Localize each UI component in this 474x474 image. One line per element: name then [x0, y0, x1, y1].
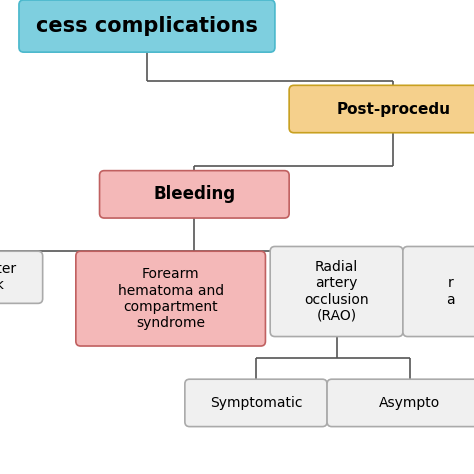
FancyBboxPatch shape	[76, 251, 265, 346]
FancyBboxPatch shape	[403, 246, 474, 337]
Text: Asympto: Asympto	[379, 396, 441, 410]
Text: Bleeding: Bleeding	[153, 185, 236, 203]
Text: r
a: r a	[446, 276, 455, 307]
FancyBboxPatch shape	[270, 246, 403, 337]
FancyBboxPatch shape	[0, 251, 43, 303]
Text: cess complications: cess complications	[36, 16, 258, 36]
Text: Radial
artery
occlusion
(RAO): Radial artery occlusion (RAO)	[304, 260, 369, 323]
Text: Symptomatic: Symptomatic	[210, 396, 302, 410]
Text: Post-procedu: Post-procedu	[337, 101, 450, 117]
FancyBboxPatch shape	[19, 0, 275, 52]
Text: atheter
kink: atheter kink	[0, 262, 16, 292]
FancyBboxPatch shape	[185, 379, 327, 427]
FancyBboxPatch shape	[100, 171, 289, 218]
FancyBboxPatch shape	[289, 85, 474, 133]
Text: Forearm
hematoma and
compartment
syndrome: Forearm hematoma and compartment syndrom…	[118, 267, 224, 330]
FancyBboxPatch shape	[327, 379, 474, 427]
